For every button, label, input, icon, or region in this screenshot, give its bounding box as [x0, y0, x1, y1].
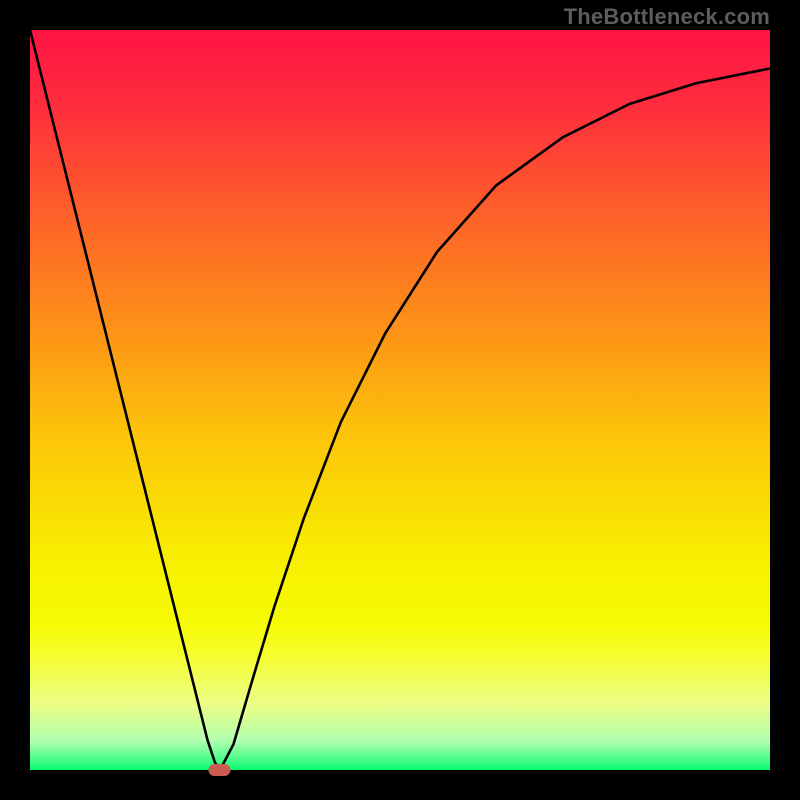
- chart-gradient-background: [30, 30, 770, 770]
- bottleneck-chart: [0, 0, 800, 800]
- optimal-point-marker: [208, 764, 230, 776]
- watermark-text: TheBottleneck.com: [564, 4, 770, 30]
